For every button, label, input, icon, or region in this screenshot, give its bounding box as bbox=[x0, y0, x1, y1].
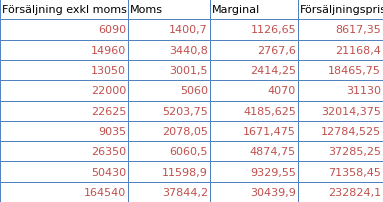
Text: 164540: 164540 bbox=[84, 187, 126, 197]
Text: 4070: 4070 bbox=[268, 86, 296, 96]
Bar bbox=[210, 121, 298, 141]
Bar bbox=[210, 182, 298, 202]
Bar bbox=[0, 121, 128, 141]
Bar bbox=[298, 61, 383, 81]
Text: Försäljning exkl moms: Försäljning exkl moms bbox=[2, 5, 127, 15]
Bar bbox=[210, 61, 298, 81]
Text: 2078,05: 2078,05 bbox=[162, 126, 208, 136]
Text: 9035: 9035 bbox=[98, 126, 126, 136]
Text: 1126,65: 1126,65 bbox=[250, 25, 296, 35]
Text: 32014,375: 32014,375 bbox=[321, 106, 381, 116]
Text: 18465,75: 18465,75 bbox=[328, 66, 381, 76]
Text: 2414,25: 2414,25 bbox=[250, 66, 296, 76]
Bar bbox=[298, 141, 383, 162]
Bar bbox=[210, 20, 298, 40]
Text: Moms: Moms bbox=[130, 5, 163, 15]
Text: 37285,25: 37285,25 bbox=[328, 146, 381, 157]
Text: 232824,1: 232824,1 bbox=[328, 187, 381, 197]
Text: 31130: 31130 bbox=[346, 86, 381, 96]
Bar bbox=[298, 121, 383, 141]
Text: Försäljningspris: Försäljningspris bbox=[300, 5, 383, 15]
Text: 26350: 26350 bbox=[91, 146, 126, 157]
Text: 22625: 22625 bbox=[91, 106, 126, 116]
Bar bbox=[298, 182, 383, 202]
Text: 1400,7: 1400,7 bbox=[169, 25, 208, 35]
Bar bbox=[298, 40, 383, 61]
Bar bbox=[298, 0, 383, 20]
Text: 4185,625: 4185,625 bbox=[243, 106, 296, 116]
Bar bbox=[298, 162, 383, 182]
Bar bbox=[0, 61, 128, 81]
Text: 4874,75: 4874,75 bbox=[250, 146, 296, 157]
Bar bbox=[0, 101, 128, 121]
Bar bbox=[210, 162, 298, 182]
Text: 6060,5: 6060,5 bbox=[170, 146, 208, 157]
Bar bbox=[128, 162, 210, 182]
Text: 3001,5: 3001,5 bbox=[170, 66, 208, 76]
Bar bbox=[298, 81, 383, 101]
Bar bbox=[0, 162, 128, 182]
Bar bbox=[128, 61, 210, 81]
Bar bbox=[0, 40, 128, 61]
Bar bbox=[210, 141, 298, 162]
Bar bbox=[0, 0, 128, 20]
Bar bbox=[298, 20, 383, 40]
Bar bbox=[210, 101, 298, 121]
Text: 37844,2: 37844,2 bbox=[162, 187, 208, 197]
Text: Marginal: Marginal bbox=[212, 5, 260, 15]
Text: 11598,9: 11598,9 bbox=[162, 167, 208, 177]
Text: 9329,55: 9329,55 bbox=[250, 167, 296, 177]
Text: 50430: 50430 bbox=[91, 167, 126, 177]
Bar bbox=[0, 81, 128, 101]
Bar bbox=[128, 0, 210, 20]
Bar bbox=[0, 141, 128, 162]
Text: 5203,75: 5203,75 bbox=[162, 106, 208, 116]
Text: 21168,4: 21168,4 bbox=[335, 45, 381, 56]
Bar bbox=[128, 101, 210, 121]
Text: 13050: 13050 bbox=[91, 66, 126, 76]
Bar bbox=[128, 141, 210, 162]
Text: 1671,475: 1671,475 bbox=[243, 126, 296, 136]
Bar bbox=[128, 121, 210, 141]
Bar bbox=[210, 40, 298, 61]
Bar bbox=[128, 40, 210, 61]
Bar bbox=[0, 182, 128, 202]
Text: 6090: 6090 bbox=[98, 25, 126, 35]
Bar bbox=[128, 20, 210, 40]
Bar bbox=[128, 81, 210, 101]
Text: 14960: 14960 bbox=[91, 45, 126, 56]
Text: 12784,525: 12784,525 bbox=[321, 126, 381, 136]
Bar bbox=[210, 0, 298, 20]
Bar bbox=[210, 81, 298, 101]
Bar bbox=[128, 182, 210, 202]
Text: 5060: 5060 bbox=[180, 86, 208, 96]
Text: 2767,6: 2767,6 bbox=[257, 45, 296, 56]
Text: 8617,35: 8617,35 bbox=[335, 25, 381, 35]
Bar bbox=[298, 101, 383, 121]
Text: 30439,9: 30439,9 bbox=[250, 187, 296, 197]
Bar bbox=[0, 20, 128, 40]
Text: 22000: 22000 bbox=[91, 86, 126, 96]
Text: 71358,45: 71358,45 bbox=[328, 167, 381, 177]
Text: 3440,8: 3440,8 bbox=[169, 45, 208, 56]
